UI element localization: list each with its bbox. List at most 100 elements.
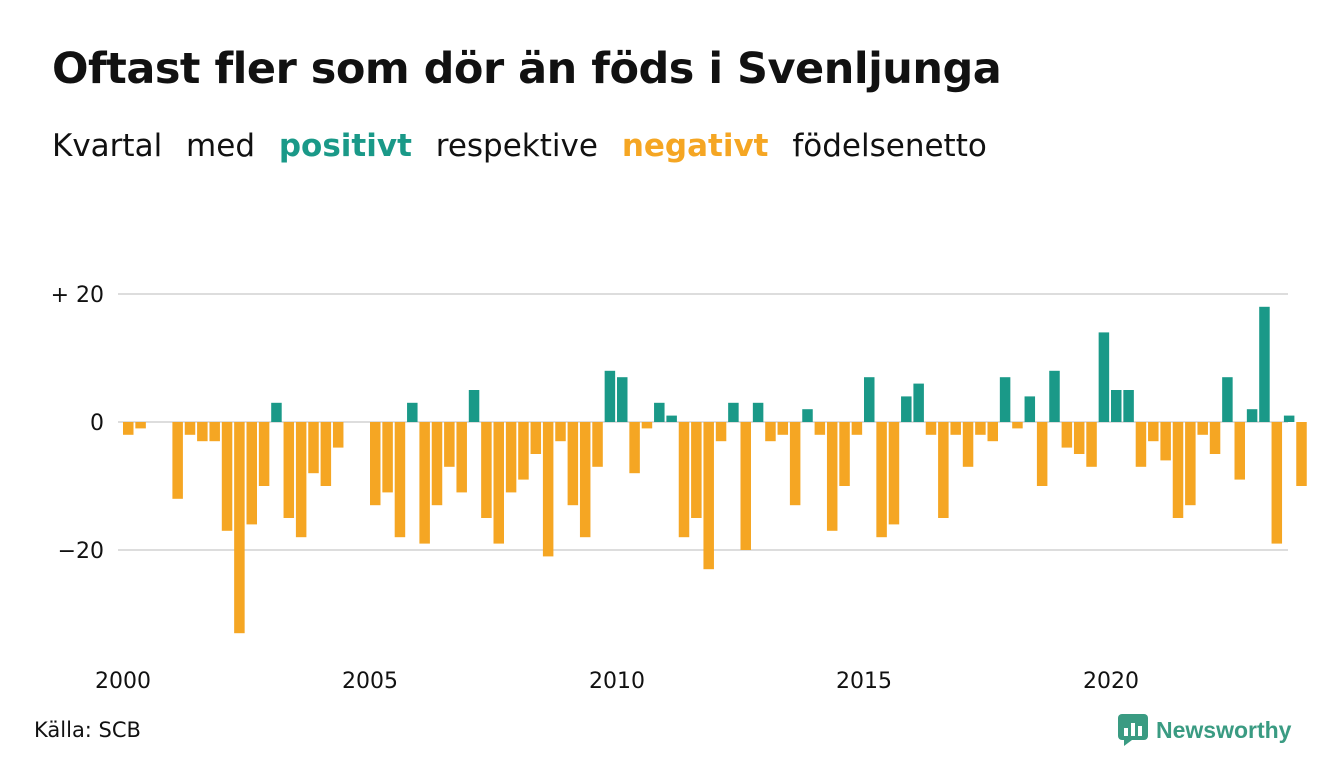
newsworthy-icon (1118, 714, 1148, 746)
bar (1061, 422, 1073, 448)
bar (925, 422, 937, 435)
bar (407, 402, 418, 422)
bar (765, 422, 776, 442)
bar (666, 415, 677, 422)
bar (530, 422, 542, 454)
y-tick-label: 0 (90, 411, 104, 436)
bar (172, 422, 183, 499)
bar (703, 422, 714, 570)
bar (123, 422, 134, 435)
bar (1148, 422, 1159, 442)
bar (456, 422, 467, 493)
bar (1197, 422, 1208, 435)
bar (728, 402, 739, 422)
bar (913, 383, 924, 422)
bar (493, 422, 504, 544)
bar (518, 422, 529, 480)
x-axis-labels: 2000 2005 2010 2015 2020 (95, 669, 1139, 694)
bar (641, 422, 653, 429)
brand-name: Newsworthy (1156, 716, 1292, 743)
y-tick-label: + 20 (51, 283, 104, 308)
bar (1246, 409, 1258, 422)
x-tick-label: 2015 (836, 669, 892, 694)
x-tick-label: 2000 (95, 669, 151, 694)
subtitle-text-fodelsenetto: födelsenetto (792, 128, 987, 164)
bar (505, 422, 517, 493)
x-tick-label: 2010 (589, 669, 645, 694)
bar (258, 422, 270, 486)
x-tick-label: 2005 (342, 669, 398, 694)
bar (752, 402, 764, 422)
bar (579, 422, 591, 538)
bar (283, 422, 295, 518)
bar (1160, 422, 1171, 461)
bar (999, 377, 1011, 422)
bar (1098, 332, 1110, 422)
bar (184, 422, 196, 435)
bar (962, 422, 974, 467)
chart-subtitle: Kvartal med positivt respektive negativt… (52, 128, 1001, 164)
bar (851, 422, 863, 435)
bar (950, 422, 961, 435)
bar (468, 390, 480, 422)
bar (555, 422, 566, 442)
bar (987, 422, 998, 442)
bar (394, 422, 406, 538)
bar (308, 422, 319, 474)
bar (209, 422, 220, 442)
bar (876, 422, 887, 538)
bar (1234, 422, 1245, 480)
bar (221, 422, 233, 531)
bar (1209, 422, 1221, 454)
bar (1172, 422, 1184, 518)
bar (1049, 370, 1060, 422)
y-tick-label: −20 (58, 539, 104, 564)
bar (617, 377, 628, 422)
subtitle-text-kvartal: Kvartal (52, 128, 163, 164)
bar (1123, 390, 1134, 422)
bar (246, 422, 257, 525)
bar (691, 422, 702, 518)
bar (1135, 422, 1147, 467)
bar (1012, 422, 1023, 429)
bar (901, 396, 912, 422)
subtitle-negative-label: negativt (621, 128, 769, 164)
bar (1283, 415, 1295, 422)
bar (1111, 390, 1122, 422)
bar (777, 422, 789, 435)
subtitle-text-respektive: respektive (435, 128, 598, 164)
bar (197, 422, 208, 442)
bar (1185, 422, 1196, 506)
bar (320, 422, 332, 486)
bar (135, 422, 146, 429)
bar (678, 422, 690, 538)
bar (431, 422, 443, 506)
bar (1073, 422, 1085, 454)
bar (715, 422, 727, 442)
bar (802, 409, 813, 422)
y-axis-labels: + 20 0 −20 (51, 283, 104, 564)
bar (592, 422, 603, 467)
bar (789, 422, 801, 506)
bar (740, 422, 751, 550)
bar (370, 422, 381, 506)
source-note: Källa: SCB (34, 718, 141, 742)
bar (234, 422, 245, 634)
bar (271, 402, 282, 422)
bar (839, 422, 850, 486)
bar (481, 422, 492, 518)
chart-title: Oftast fler som dör än föds i Svenljunga (52, 44, 1002, 94)
bar (1024, 396, 1036, 422)
subtitle-text-med: med (186, 128, 255, 164)
bar (604, 370, 616, 422)
subtitle-positive-label: positivt (278, 128, 412, 164)
bar (629, 422, 640, 474)
bar (975, 422, 986, 435)
bar (1036, 422, 1048, 486)
bar (382, 422, 393, 493)
brand-logo: Newsworthy (1118, 714, 1291, 746)
bar-chart: + 20 0 −20 2000 2005 2010 2015 2020 (51, 283, 1307, 694)
bar (1259, 306, 1270, 422)
bar (567, 422, 579, 506)
bar (1222, 377, 1233, 422)
